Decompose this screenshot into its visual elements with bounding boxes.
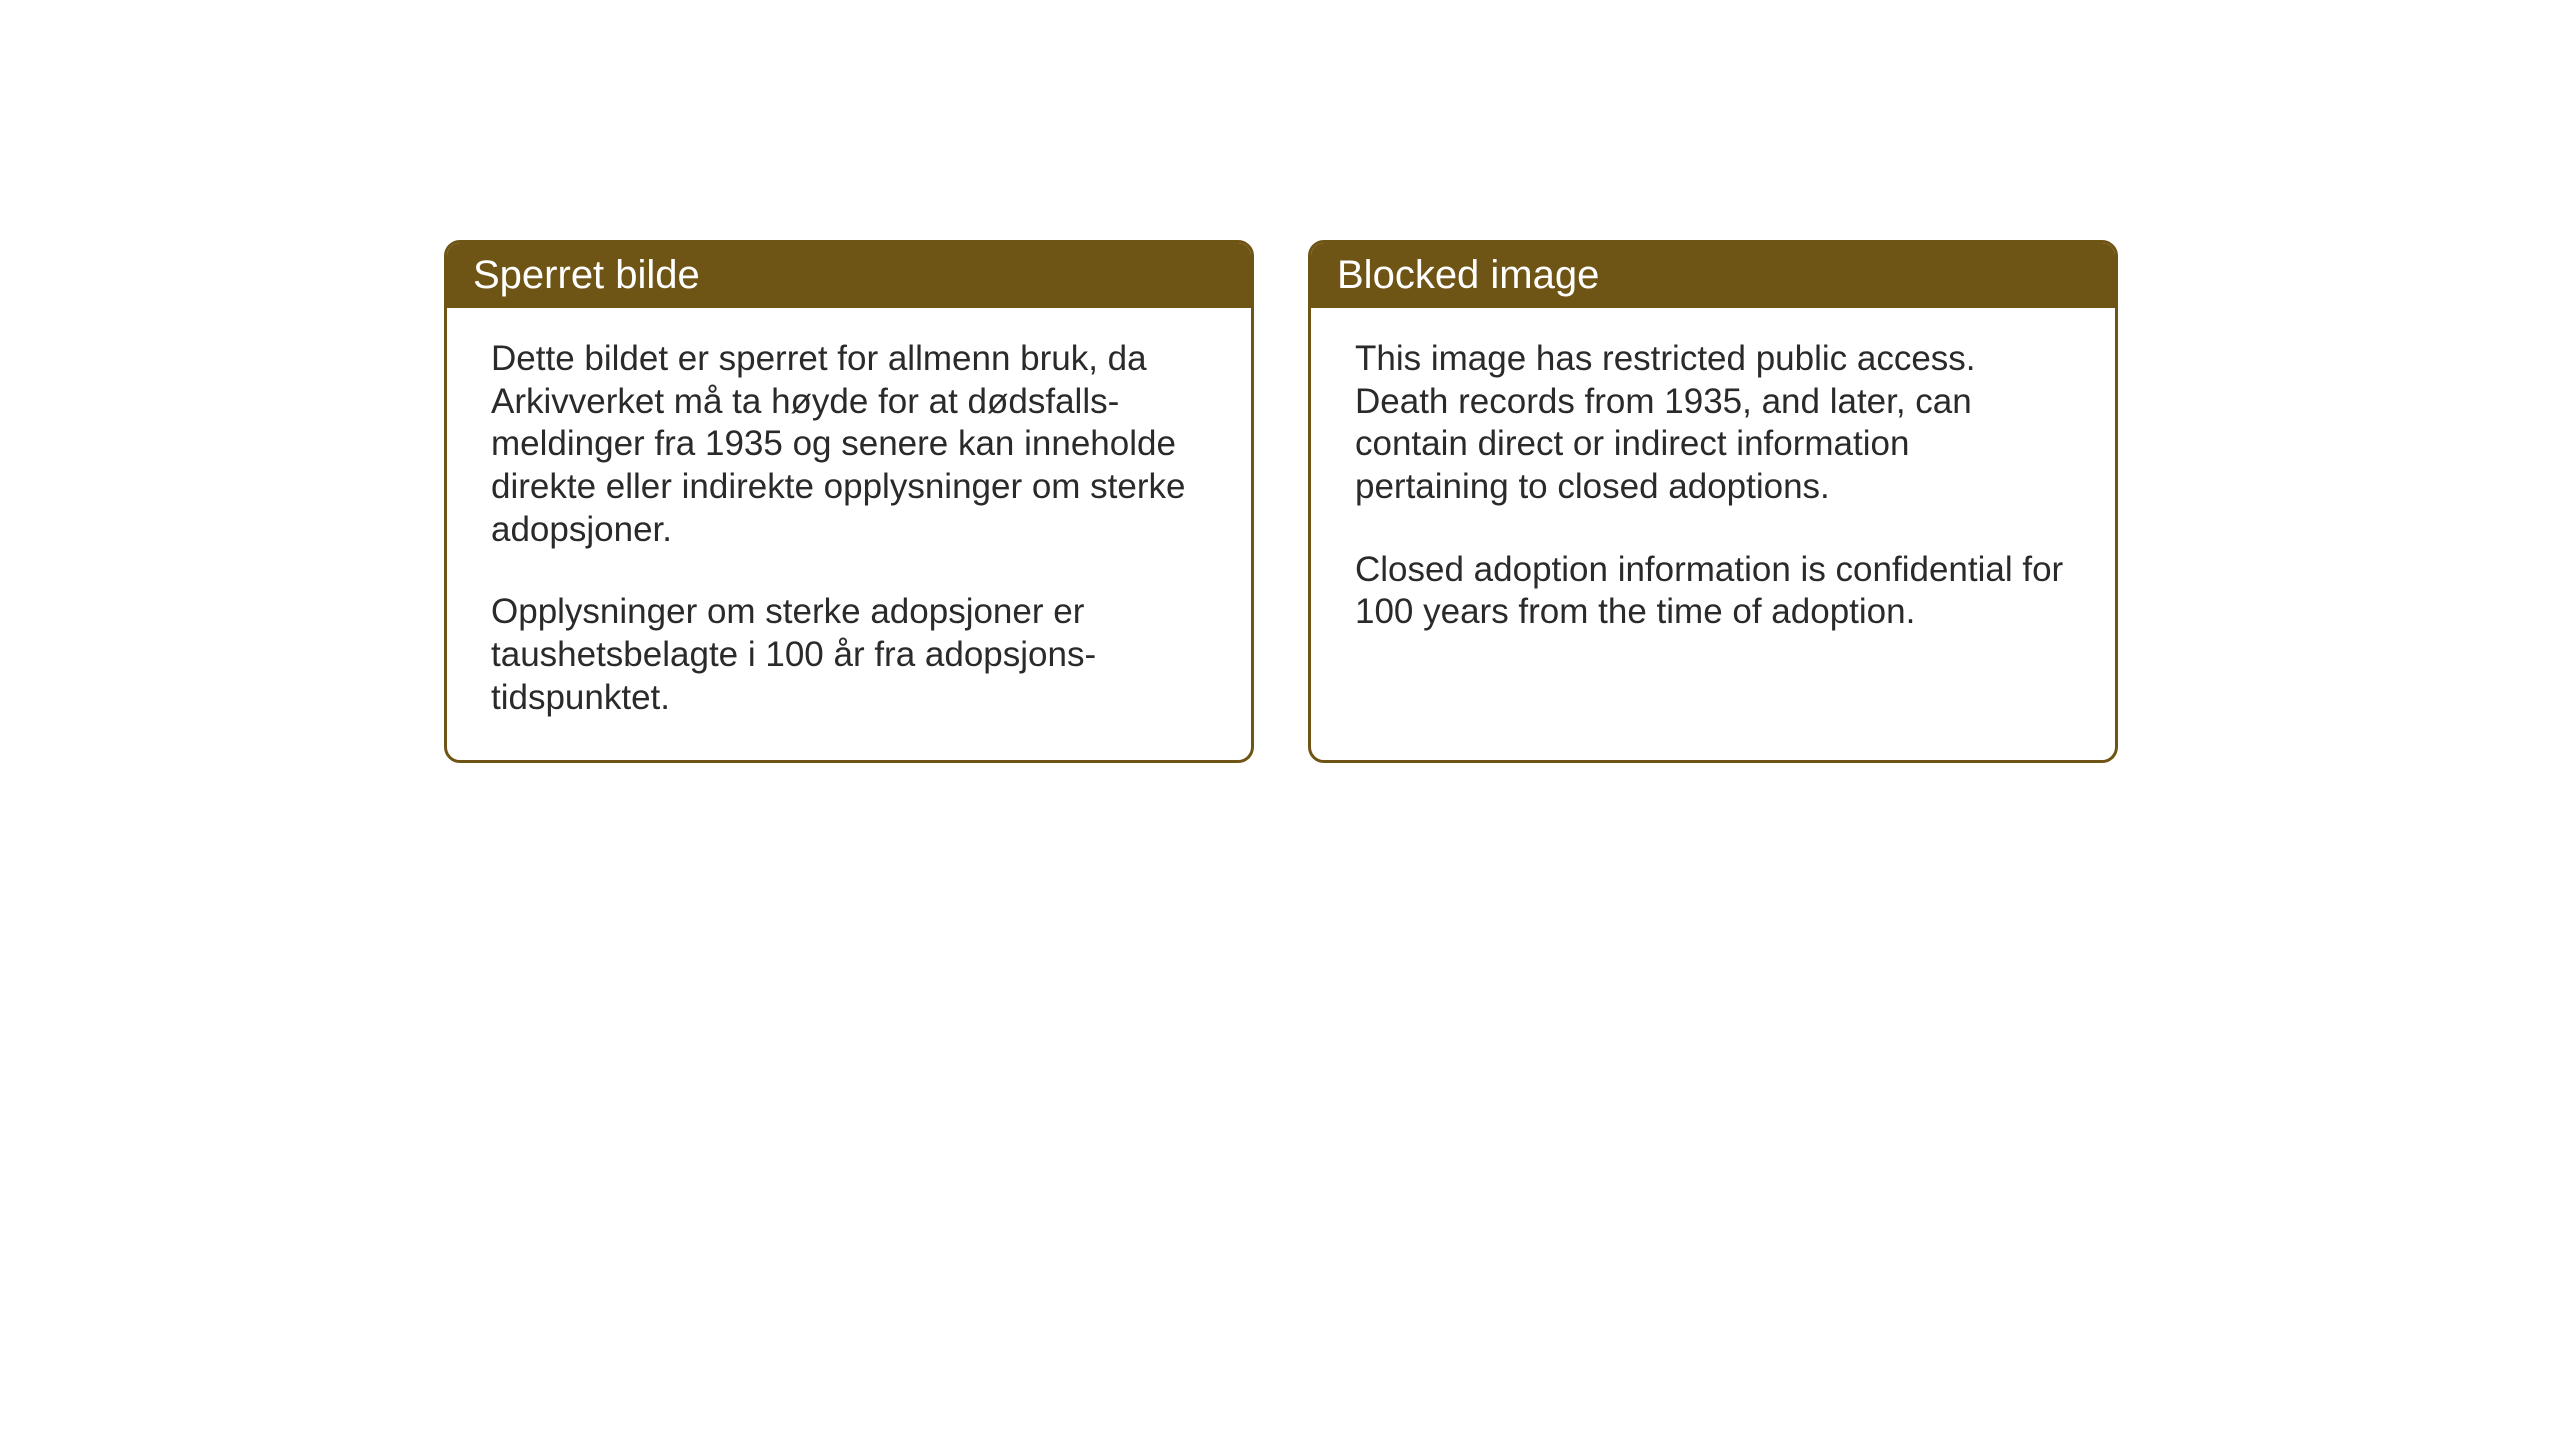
notice-paragraph-norwegian-1: Dette bildet er sperret for allmenn bruk… — [491, 338, 1207, 551]
notice-paragraph-norwegian-2: Opplysninger om sterke adopsjoner er tau… — [491, 591, 1207, 719]
notice-paragraph-english-2: Closed adoption information is confident… — [1355, 549, 2071, 634]
notice-header-english: Blocked image — [1311, 243, 2115, 308]
notice-body-norwegian: Dette bildet er sperret for allmenn bruk… — [447, 308, 1251, 760]
notice-title-english: Blocked image — [1337, 253, 1599, 297]
notice-body-english: This image has restricted public access.… — [1311, 308, 2115, 748]
notice-box-english: Blocked image This image has restricted … — [1308, 240, 2118, 763]
notice-paragraph-english-1: This image has restricted public access.… — [1355, 338, 2071, 509]
notices-container: Sperret bilde Dette bildet er sperret fo… — [444, 240, 2118, 763]
notice-box-norwegian: Sperret bilde Dette bildet er sperret fo… — [444, 240, 1254, 763]
notice-title-norwegian: Sperret bilde — [473, 253, 700, 297]
notice-header-norwegian: Sperret bilde — [447, 243, 1251, 308]
